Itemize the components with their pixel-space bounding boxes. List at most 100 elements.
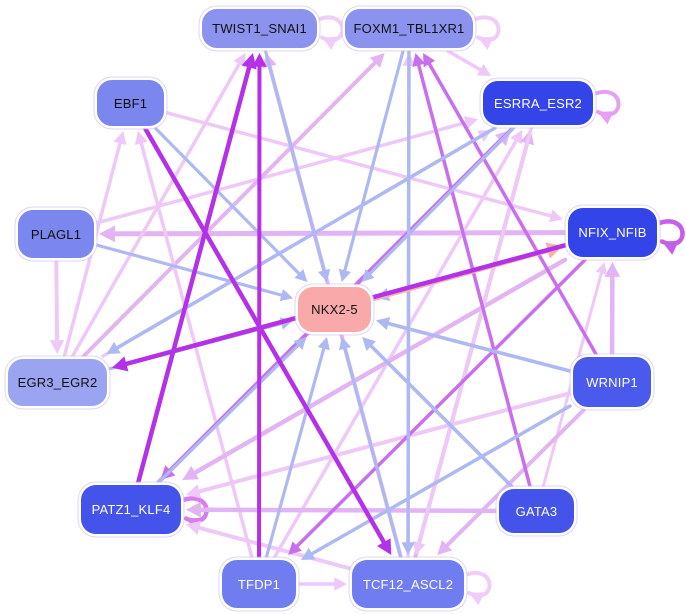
edge-GATA3-to-NKX2-5 [367,342,514,488]
edge-EBF1-to-TCF12_ASCL2-arrowhead [377,538,392,555]
edge-FOXM1_TBL1XR1-to-NKX2-5-arrowhead [338,268,351,282]
edge-WRNIP1-to-PATZ1_KLF4-arrowhead [186,484,202,499]
edge-EBF1-to-NFIX_NFIB-arrowhead [549,209,563,223]
edge-GATA3-to-NFIX_NFIB [541,268,604,488]
node-patz1_klf4[interactable]: PATZ1_KLF4 [81,485,181,534]
edge-NFIX_NFIB-to-TFDP1-arrowhead [288,541,302,555]
edge-WRNIP1-to-TCF12_ASCL2 [442,408,586,550]
edge-TCF12_ASCL2-to-PATZ1_KLF4-arrowhead [186,520,202,535]
edge-PLAGL1-to-ESRRA_ESR2-arrowhead [464,116,478,130]
node-label: NFIX_NFIB [578,225,647,240]
node-label: NKX2-5 [311,302,358,317]
node-label: PATZ1_KLF4 [91,502,171,517]
node-label: ESRRA_ESR2 [494,95,582,111]
edge-PATZ1_KLF4-to-NKX2-5 [157,341,302,484]
edge-EBF1-to-TCF12_ASCL2 [143,126,388,548]
edge-WRNIP1-to-FOXM1_TBL1XR1 [426,59,598,356]
edge-EGR3_EGR2-to-FOXM1_TBL1XR1 [81,58,380,358]
node-label: PLAGL1 [30,226,82,242]
edge-PATZ1_KLF4-to-TWIST1_SNAI1-arrowhead [241,53,257,70]
edge-PLAGL1-to-ESRRA_ESR2 [95,120,471,225]
edge-WRNIP1-to-NKX2-5 [383,320,572,373]
edge-GATA3-to-NKX2-5-arrowhead [362,337,376,351]
edge-NFIX_NFIB-to-TFDP1 [293,258,587,551]
edge-TFDP1-to-NKX2-5-arrowhead [317,337,330,351]
node-label: TCF12_ASCL2 [362,576,454,592]
edge-FOXM1_TBL1XR1-to-ESRRA_ESR2-arrowhead [476,63,492,76]
self-loop-NFIX_NFIB-arrowhead [662,240,679,255]
edge-FOXM1_TBL1XR1-to-NKX2-5 [342,49,405,275]
edge-ESRRA_ESR2-to-EGR3_EGR2-arrowhead [106,341,121,354]
edge-EBF1-to-NKX2-5-arrowhead [294,269,308,282]
edge-GATA3-to-FOXM1_TBL1XR1-arrowhead [412,53,426,67]
edge-ESRRA_ESR2-to-NKX2-5 [366,126,515,278]
node-label: FOXM1_TBL1XR1 [353,21,465,36]
edge-ESRRA_ESR2-to-TCF12_ASCL2 [416,126,533,548]
self-loop-FOXM1_TBL1XR1-arrowhead [478,36,494,50]
edge-PLAGL1-to-NKX2-5-arrowhead [279,289,293,302]
edge-ESRRA_ESR2-to-TCF12_ASCL2-arrowhead [412,541,426,555]
node-label: WRNIP1 [586,374,638,390]
node-ebf1[interactable]: EBF1 [97,80,164,126]
edge-PATZ1_KLF4-to-NKX2-5-arrowhead [293,337,307,350]
edge-TFDP1-to-TWIST1_SNAI1-arrowhead [252,53,267,67]
edge-ESRRA_ESR2-to-EGR3_EGR2 [112,126,497,351]
self-loop-ESRRA_ESR2 [592,90,621,117]
edge-NFIX_NFIB-to-PATZ1_KLF4-arrowhead [182,465,200,480]
edge-PLAGL1-to-EGR3_EGR2 [54,259,60,346]
edge-GATA3-to-PATZ1_KLF4 [194,507,499,514]
edge-EGR3_EGR2-to-EBF1-arrowhead [113,131,127,145]
node-tcf12_ascl2[interactable]: TCF12_ASCL2 [352,560,464,608]
edge-EGR3_EGR2-to-TWIST1_SNAI1-arrowhead [233,53,246,68]
node-label: GATA3 [515,503,558,519]
node-nkx2-5[interactable]: NKX2-5 [298,287,371,332]
node-gata3[interactable]: GATA3 [499,489,574,533]
node-esrra_esr2[interactable]: ESRRA_ESR2 [483,81,593,125]
edge-EBF1-to-NKX2-5 [154,127,303,278]
node-twist1_snai1[interactable]: TWIST1_SNAI1 [202,9,317,48]
edge-PLAGL1-to-EGR3_EGR2-arrowhead [49,340,65,354]
self-loop-TWIST1_SNAI1-arrowhead [322,36,338,50]
edge-TFDP1-to-TCF12_ASCL2-arrowhead [334,577,347,591]
edge-EGR3_EGR2-to-TWIST1_SNAI1 [70,59,243,358]
self-loop-TCF12_ASCL2-arrowhead [469,592,485,606]
edge-PATZ1_KLF4-to-TWIST1_SNAI1 [136,61,253,485]
edge-TFDP1-to-ESRRA_ESR2 [272,136,520,559]
node-label: TWIST1_SNAI1 [212,21,307,36]
edge-TCF12_ASCL2-to-NKX2-5 [342,344,403,559]
node-label: EGR3_EGR2 [17,375,98,390]
edge-TCF12_ASCL2-to-PATZ1_KLF4 [193,524,351,571]
node-wrnip1[interactable]: WRNIP1 [573,357,651,407]
edge-FOXM1_TBL1XR1-to-TCF12_ASCL2-arrowhead [401,542,415,555]
edge-TWIST1_SNAI1-to-NKX2-5-arrowhead [317,268,331,282]
edge-WRNIP1-to-TFDP1 [307,404,572,557]
node-label: TFDP1 [237,576,281,592]
node-nfix_nfib[interactable]: NFIX_NFIB [568,208,657,257]
self-loop-FOXM1_TBL1XR1 [472,15,501,42]
node-tfdp1[interactable]: TFDP1 [222,560,296,608]
edge-WRNIP1-to-TFDP1-arrowhead [301,547,316,560]
node-plagl1[interactable]: PLAGL1 [18,210,94,258]
edge-WRNIP1-to-NKX2-5-arrowhead [376,317,391,331]
edge-TWIST1_SNAI1-to-NKX2-5 [263,49,327,275]
edge-NFIX_NFIB-to-EGR3_EGR2-arrowhead [112,356,129,372]
edge-TCF12_ASCL2-to-NKX2-5-arrowhead [338,337,352,351]
node-label: EBF1 [113,95,148,111]
edge-TFDP1-to-EBF1-arrowhead [134,131,148,145]
edge-TFDP1-to-EBF1 [138,138,254,559]
edge-NFIX_NFIB-to-PATZ1_KLF4 [189,257,568,477]
edge-GATA3-to-NFIX_NFIB-arrowhead [595,262,608,275]
edge-TFDP1-to-ESRRA_ESR2-arrowhead [510,130,523,145]
edge-NFIX_NFIB-to-PLAGL1-arrowhead [99,225,116,243]
node-egr3_egr2[interactable]: EGR3_EGR2 [8,359,107,406]
self-loop-ESRRA_ESR2-arrowhead [598,111,614,125]
edge-EGR3_EGR2-to-FOXM1_TBL1XR1-arrowhead [369,53,385,68]
edge-FOXM1_TBL1XR1-to-ESRRA_ESR2 [446,49,485,73]
edge-PLAGL1-to-NKX2-5 [95,243,286,298]
node-foxm1_tbl1xr1[interactable]: FOXM1_TBL1XR1 [345,9,473,48]
edge-WRNIP1-to-TCF12_ASCL2-arrowhead [437,540,453,555]
edge-FOXM1_TBL1XR1-to-TCF12_ASCL2 [406,49,411,548]
edge-WRNIP1-to-NFIX_NFIB-arrowhead [604,262,621,277]
